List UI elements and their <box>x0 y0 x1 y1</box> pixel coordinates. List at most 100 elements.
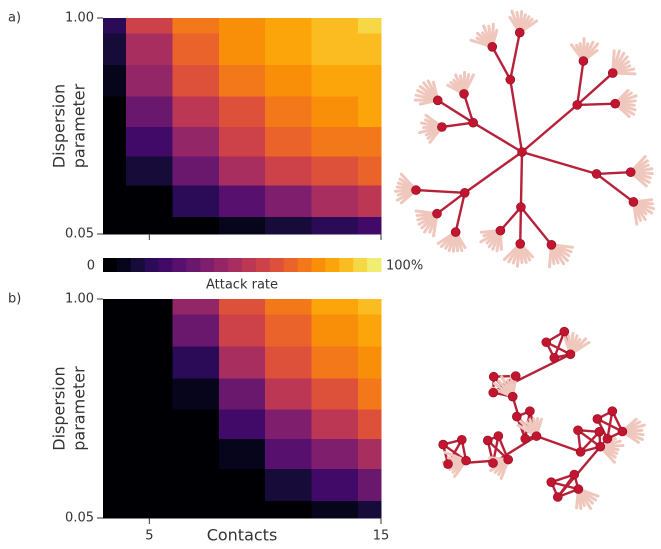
network-node <box>573 426 582 435</box>
heat-cell <box>173 379 220 410</box>
colorbar-step <box>228 258 242 272</box>
heat-cell <box>358 469 382 502</box>
heat-cell <box>265 439 312 469</box>
colorbar-step <box>186 258 200 272</box>
heat-cell <box>312 217 359 234</box>
heat-cell <box>103 185 127 217</box>
y-axis-label: parameter <box>70 366 89 451</box>
colorbar-label: Attack rate <box>206 278 278 293</box>
heat-cell <box>103 469 127 502</box>
heat-cell <box>265 34 312 66</box>
network-node <box>593 414 602 423</box>
colorbar-step <box>200 258 214 272</box>
network-node <box>525 407 534 416</box>
network-node <box>626 168 635 177</box>
network-edge <box>597 172 631 174</box>
heat-cell <box>103 299 127 315</box>
heat-cell <box>312 379 359 410</box>
network-node <box>444 460 453 469</box>
network-node <box>560 327 569 336</box>
heat-cell <box>358 217 382 234</box>
heat-cell <box>265 96 312 127</box>
heat-cell <box>312 299 359 315</box>
heat-cell <box>173 65 220 97</box>
heat-cell <box>358 379 382 410</box>
network-node <box>547 478 556 487</box>
colorbar-step <box>242 258 256 272</box>
network-node <box>457 435 466 444</box>
network-node <box>504 455 513 464</box>
heat-cell <box>173 127 220 157</box>
heat-cell <box>103 156 127 186</box>
heat-cell <box>219 501 266 519</box>
colorbar-step <box>298 258 312 272</box>
network-node <box>603 434 612 443</box>
heat-cell <box>103 18 127 34</box>
heat-cell <box>173 18 220 34</box>
heat-cell <box>103 410 127 440</box>
network-node <box>469 118 478 127</box>
heat-cell <box>265 299 312 315</box>
colorbar-step <box>159 258 173 272</box>
network-node <box>574 485 583 494</box>
heat-cell <box>103 65 127 97</box>
heat-cell <box>126 96 173 127</box>
heat-cell <box>126 299 173 315</box>
heat-cell <box>312 469 359 502</box>
network-edge <box>465 152 522 193</box>
heat-cell <box>126 410 173 440</box>
network-node <box>494 432 503 441</box>
heat-cell <box>103 501 127 519</box>
network-node <box>608 407 617 416</box>
heatmap <box>103 299 382 519</box>
heat-cell <box>312 156 359 186</box>
network-node <box>516 203 525 212</box>
colorbar-step <box>103 258 117 272</box>
network-edge <box>522 105 577 152</box>
network-node <box>412 186 421 195</box>
heat-cell <box>358 96 382 127</box>
heat-cell <box>219 65 266 97</box>
heat-cell <box>219 379 266 410</box>
colorbar-step <box>173 258 187 272</box>
network-edge <box>416 190 465 193</box>
heat-cell <box>358 65 382 97</box>
network-node <box>595 427 604 436</box>
network-node <box>451 228 460 237</box>
heat-cell <box>103 315 127 347</box>
heat-cell <box>219 315 266 347</box>
heat-cell <box>312 18 359 34</box>
heat-cell <box>265 501 312 519</box>
network-node <box>566 350 575 359</box>
colorbar-step <box>214 258 228 272</box>
heat-cell <box>265 156 312 186</box>
heat-cell <box>173 217 220 234</box>
network-node <box>629 197 638 206</box>
heat-cell <box>312 410 359 440</box>
network-node <box>506 75 515 84</box>
heat-cell <box>312 65 359 97</box>
heat-cell <box>126 65 173 97</box>
heat-cell <box>219 439 266 469</box>
heat-cell <box>126 185 173 217</box>
network-node <box>550 353 559 362</box>
network-node <box>553 492 562 501</box>
heat-cell <box>312 127 359 157</box>
network-node <box>433 96 442 105</box>
network-node <box>489 459 498 468</box>
network-edge <box>521 152 522 207</box>
y-tick-label: 0.05 <box>65 227 94 242</box>
network-node <box>608 69 617 78</box>
network-node <box>518 148 527 157</box>
network-node <box>496 226 505 235</box>
colorbar-step <box>145 258 159 272</box>
heat-cell <box>312 34 359 66</box>
network-node <box>532 432 541 441</box>
network-edge <box>521 207 552 245</box>
network-node <box>483 436 492 445</box>
heat-cell <box>265 127 312 157</box>
network-node <box>515 28 524 37</box>
network-node <box>460 89 469 98</box>
y-tick-label: 1.00 <box>65 292 94 307</box>
network-edge <box>537 436 581 452</box>
